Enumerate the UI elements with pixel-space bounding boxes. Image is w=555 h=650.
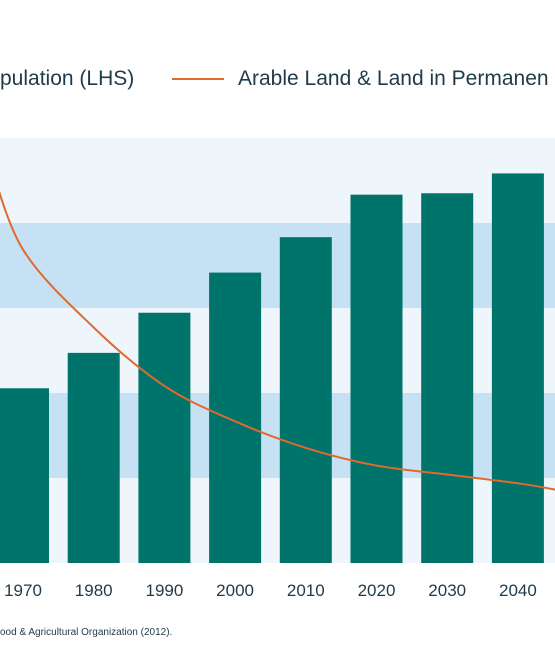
legend-entry-line: Arable Land & Land in Permanen: [238, 67, 549, 90]
x-tick-label: 2000: [216, 581, 254, 600]
legend-line-swatch: [172, 78, 224, 80]
bar-1970: [0, 388, 49, 563]
x-axis-ticks: 1970 1980 1990 2000 2010 2020 2030 2040: [4, 581, 537, 600]
bar-2000: [209, 272, 262, 563]
bar-1990: [138, 312, 191, 563]
bar-2030: [421, 193, 474, 563]
arable-land-line: [0, 191, 555, 491]
chart-legend: pulation (LHS) Arable Land & Land in Per…: [0, 62, 555, 96]
line-series: [0, 191, 555, 491]
x-tick-label: 2020: [358, 581, 396, 600]
bar-1980: [67, 352, 120, 563]
source-note: ood & Agricultural Organization (2012).: [0, 627, 173, 638]
bar-2010: [279, 237, 332, 563]
x-tick-label: 1970: [4, 581, 42, 600]
x-tick-label: 2030: [428, 581, 466, 600]
x-tick-label: 1980: [75, 581, 113, 600]
x-tick-label: 2040: [499, 581, 537, 600]
bar-series: [0, 173, 544, 563]
bar-2040: [491, 173, 544, 563]
x-tick-label: 2010: [287, 581, 325, 600]
bar-2020: [350, 194, 403, 563]
x-tick-label: 1990: [145, 581, 183, 600]
legend-entry-bars: pulation (LHS): [0, 67, 135, 90]
